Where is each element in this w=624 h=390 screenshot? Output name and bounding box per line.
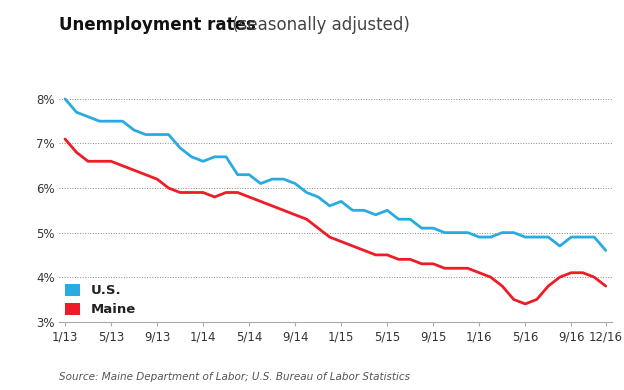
Legend: U.S., Maine: U.S., Maine <box>59 278 142 322</box>
Text: Unemployment rates: Unemployment rates <box>59 16 256 34</box>
Text: (seasonally adjusted): (seasonally adjusted) <box>227 16 409 34</box>
Text: Source: Maine Department of Labor; U.S. Bureau of Labor Statistics: Source: Maine Department of Labor; U.S. … <box>59 372 411 382</box>
